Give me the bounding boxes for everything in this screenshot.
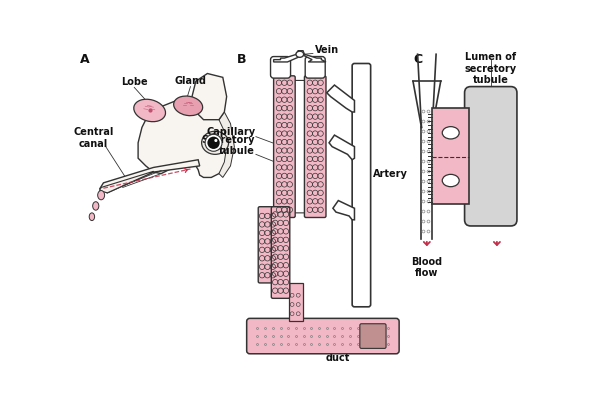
Polygon shape [192,74,227,120]
Polygon shape [100,160,200,193]
FancyBboxPatch shape [432,108,469,205]
FancyBboxPatch shape [247,318,399,354]
FancyBboxPatch shape [271,207,290,298]
Text: Vein: Vein [315,45,340,55]
Text: C: C [414,52,423,66]
Ellipse shape [98,191,104,200]
Ellipse shape [296,51,304,57]
Text: Artery: Artery [373,169,408,179]
Text: Gland: Gland [175,76,206,86]
Ellipse shape [134,99,166,122]
Polygon shape [329,135,355,160]
FancyBboxPatch shape [289,283,303,321]
Polygon shape [333,200,355,220]
Text: Na⁺: Na⁺ [482,145,503,155]
Polygon shape [219,112,235,177]
Polygon shape [138,100,230,177]
Text: B: B [236,52,246,66]
FancyBboxPatch shape [274,76,295,218]
FancyBboxPatch shape [304,76,326,218]
Polygon shape [300,50,326,62]
Text: Central
canal: Central canal [73,127,113,149]
Ellipse shape [208,136,220,149]
Text: Lobe: Lobe [121,77,148,87]
Ellipse shape [205,134,222,151]
FancyBboxPatch shape [360,324,386,349]
FancyBboxPatch shape [258,207,277,283]
Text: Lumen of
secretory
tubule: Lumen of secretory tubule [464,52,517,85]
Ellipse shape [202,131,229,154]
FancyBboxPatch shape [464,87,517,226]
Text: Capillary: Capillary [206,127,255,137]
Ellipse shape [442,126,459,139]
Ellipse shape [92,202,99,210]
Text: A: A [80,52,90,66]
Ellipse shape [89,213,95,220]
Ellipse shape [214,139,217,142]
Polygon shape [327,85,355,112]
Text: Secretory
tubule: Secretory tubule [202,135,255,156]
Text: Blood
flow: Blood flow [411,257,442,278]
Polygon shape [274,50,301,62]
Ellipse shape [442,174,459,186]
Ellipse shape [173,96,203,116]
FancyBboxPatch shape [292,80,310,213]
Text: Cl⁻: Cl⁻ [482,155,499,165]
FancyBboxPatch shape [305,57,325,78]
Text: Central
duct: Central duct [318,342,358,363]
FancyBboxPatch shape [352,63,371,307]
Polygon shape [100,171,154,193]
FancyBboxPatch shape [271,57,290,78]
